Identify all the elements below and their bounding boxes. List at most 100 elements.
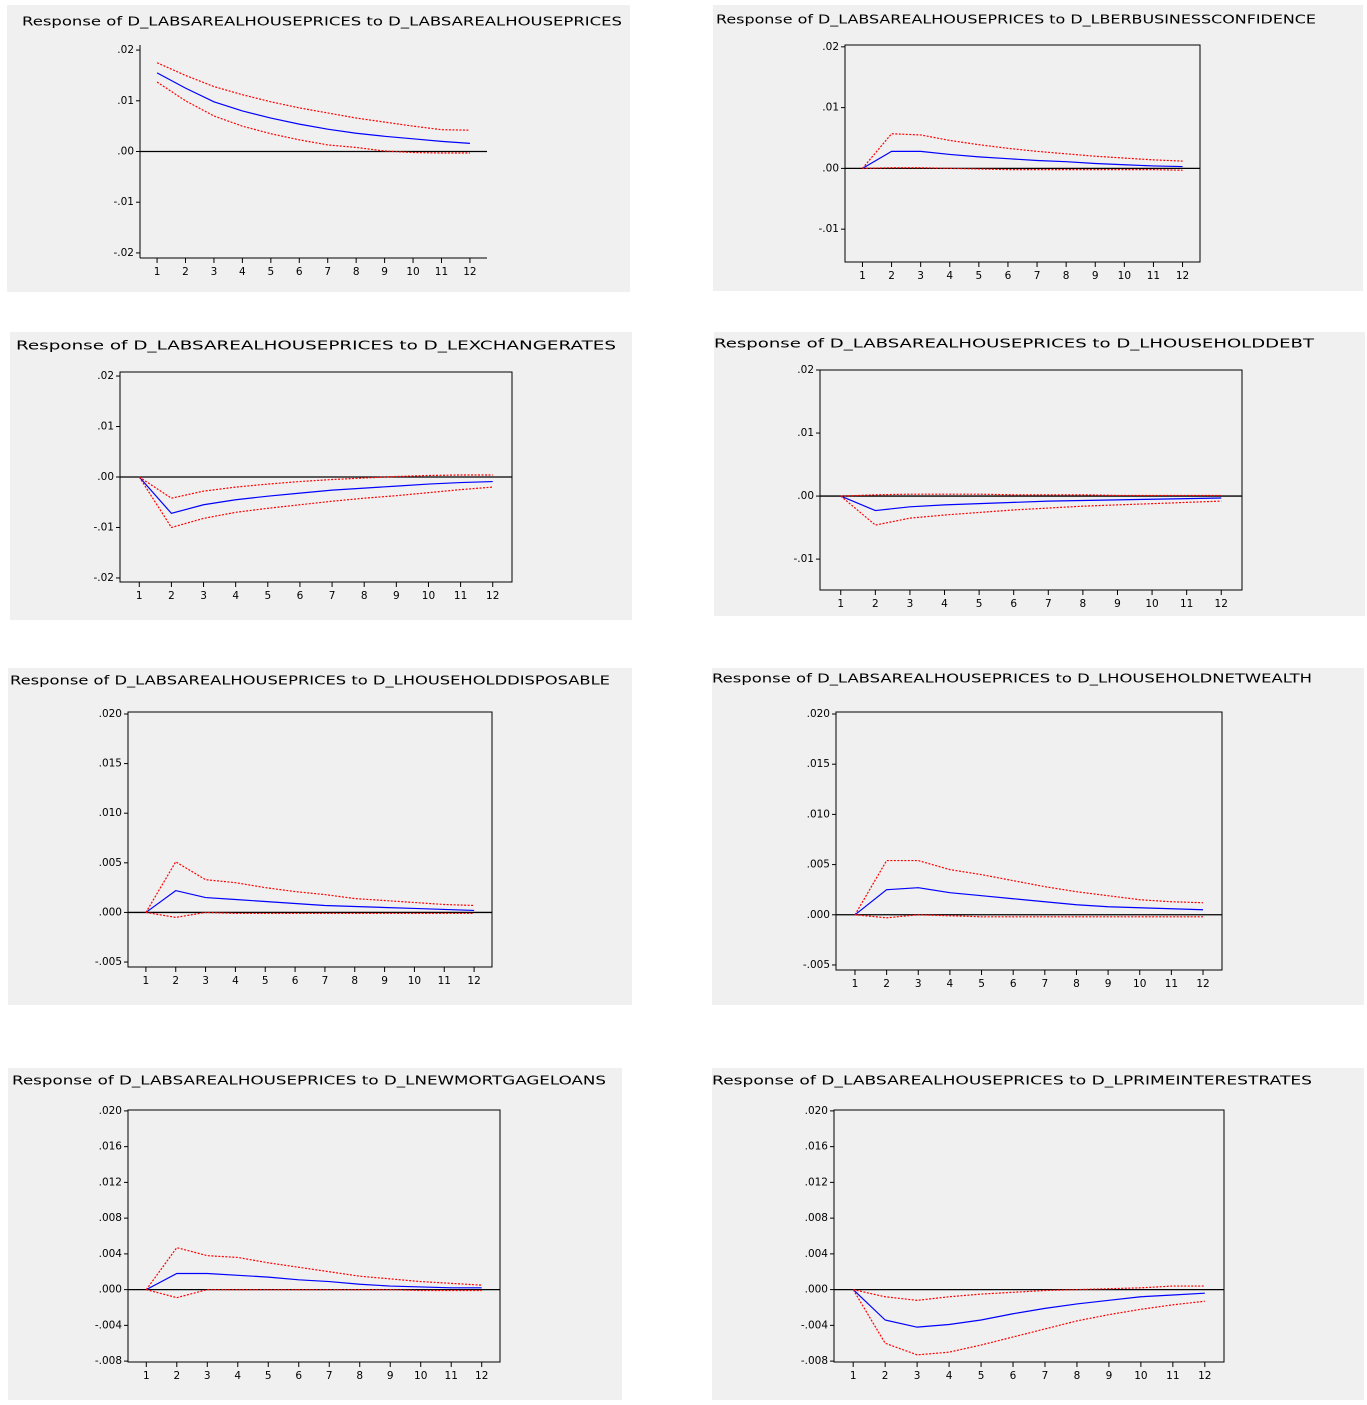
y-tick-label: .000 (99, 906, 122, 918)
x-tick-label: 2 (173, 1370, 180, 1382)
x-tick-label: 6 (1010, 598, 1017, 610)
y-tick-label: .015 (99, 758, 122, 770)
x-tick-label: 6 (1010, 1370, 1017, 1382)
x-tick-label: 12 (1198, 1370, 1211, 1382)
panel-title: Response of D_LABSAREALHOUSEPRICES to D_… (712, 1073, 1312, 1088)
series-line (853, 1285, 1205, 1301)
x-tick-label: 9 (1106, 1370, 1113, 1382)
x-tick-label: 5 (265, 1370, 272, 1382)
x-tick-label: 9 (381, 975, 388, 987)
panel-background (712, 1068, 1364, 1400)
x-tick-label: 10 (414, 1370, 427, 1382)
y-tick-label: -.01 (819, 223, 840, 235)
series-line (138, 474, 493, 499)
panel: Response of D_LABSAREALHOUSEPRICES to D_… (7, 5, 630, 292)
x-tick-label: 11 (435, 266, 448, 278)
series-line (854, 887, 1204, 916)
x-tick-label: 12 (463, 266, 476, 278)
x-tick-label: 12 (475, 1370, 488, 1382)
x-tick-label: 3 (907, 598, 914, 610)
y-tick-label: .010 (99, 807, 122, 819)
x-tick-label: 5 (978, 978, 985, 990)
x-tick-label: 1 (143, 1370, 150, 1382)
panel-title: Response of D_LABSAREALHOUSEPRICES to D_… (16, 338, 616, 353)
y-tick-label: .00 (97, 471, 114, 483)
x-tick-label: 2 (888, 270, 895, 282)
x-tick-label: 1 (837, 598, 844, 610)
x-tick-label: 10 (1134, 1370, 1147, 1382)
x-tick-label: 4 (239, 266, 246, 278)
y-tick-label: .015 (807, 758, 830, 770)
series-line (156, 81, 470, 154)
x-tick-label: 6 (1010, 978, 1017, 990)
x-tick-label: 7 (324, 266, 331, 278)
x-tick-label: 7 (326, 1370, 333, 1382)
x-tick-label: 11 (1165, 978, 1178, 990)
y-tick-label: .008 (99, 1212, 122, 1224)
x-tick-label: 11 (1166, 1370, 1179, 1382)
y-tick-label: .012 (805, 1176, 828, 1188)
series-line (854, 859, 1204, 916)
x-tick-label: 4 (946, 270, 953, 282)
y-tick-label: .020 (805, 1105, 828, 1117)
x-tick-label: 4 (234, 1370, 241, 1382)
x-tick-label: 7 (1041, 978, 1048, 990)
x-tick-label: 5 (264, 590, 271, 602)
y-tick-label: -.004 (801, 1319, 828, 1331)
y-tick-label: -.004 (95, 1319, 122, 1331)
panel-title: Response of D_LABSAREALHOUSEPRICES to D_… (716, 12, 1316, 27)
x-tick-label: 7 (1045, 598, 1052, 610)
x-tick-label: 4 (232, 975, 239, 987)
y-tick-label: -.01 (114, 196, 135, 208)
panel-title: Response of D_LABSAREALHOUSEPRICES to D_… (714, 336, 1315, 351)
x-tick-label: 10 (1118, 270, 1131, 282)
series-line (840, 495, 1222, 526)
plot-frame (127, 711, 493, 968)
series-line (146, 1272, 482, 1291)
x-tick-label: 2 (882, 1370, 889, 1382)
y-tick-label: .005 (807, 859, 830, 871)
x-tick-label: 7 (1042, 1370, 1049, 1382)
x-tick-label: 9 (1114, 598, 1121, 610)
x-tick-label: 9 (393, 590, 400, 602)
series-line (156, 62, 470, 131)
x-tick-label: 5 (976, 270, 983, 282)
panel: Response of D_LABSAREALHOUSEPRICES to D_… (712, 668, 1364, 1005)
x-tick-label: 3 (204, 1370, 211, 1382)
x-tick-label: 2 (168, 590, 175, 602)
x-tick-label: 3 (914, 1370, 921, 1382)
panel: Response of D_LABSAREALHOUSEPRICES to D_… (8, 668, 632, 1005)
y-tick-label: .01 (822, 102, 839, 114)
x-tick-label: 4 (232, 590, 239, 602)
x-tick-label: 10 (408, 975, 421, 987)
x-tick-label: 1 (859, 270, 866, 282)
panel: Response of D_LABSAREALHOUSEPRICES to D_… (8, 1068, 622, 1400)
x-tick-label: 5 (267, 266, 274, 278)
x-tick-label: 1 (154, 266, 161, 278)
panel-background (714, 332, 1365, 616)
panel: Response of D_LABSAREALHOUSEPRICES to D_… (713, 5, 1363, 291)
x-tick-label: 12 (1176, 270, 1189, 282)
series-line (145, 860, 475, 913)
panel-background (712, 668, 1364, 1005)
y-tick-label: -.005 (95, 956, 122, 968)
x-tick-label: 12 (1215, 598, 1228, 610)
x-tick-label: 8 (1073, 978, 1080, 990)
y-tick-label: .000 (99, 1284, 122, 1296)
panel-title: Response of D_LABSAREALHOUSEPRICES to D_… (712, 671, 1312, 686)
x-tick-label: 2 (182, 266, 189, 278)
x-tick-label: 5 (262, 975, 269, 987)
x-tick-label: 10 (406, 266, 419, 278)
x-tick-label: 3 (211, 266, 218, 278)
x-tick-label: 2 (872, 598, 879, 610)
x-tick-label: 1 (850, 1370, 857, 1382)
series-line (862, 133, 1183, 169)
y-tick-label: -.01 (794, 553, 815, 565)
x-tick-label: 3 (915, 978, 922, 990)
x-tick-label: 5 (978, 1370, 985, 1382)
y-tick-label: -.008 (95, 1355, 122, 1367)
x-tick-label: 6 (297, 590, 304, 602)
series-line (852, 1289, 1205, 1356)
x-tick-label: 11 (1180, 598, 1193, 610)
